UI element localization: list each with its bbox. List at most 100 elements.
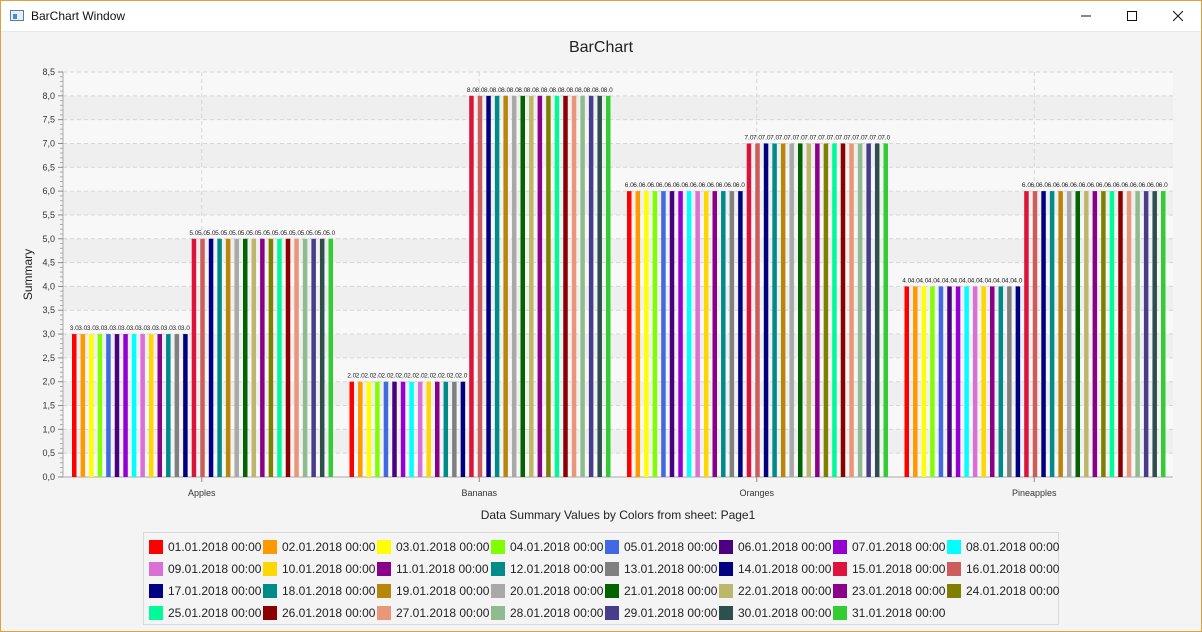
data-label: 6.0: [1048, 182, 1057, 189]
bar: [746, 143, 752, 477]
plot-band: [63, 167, 1173, 192]
bar: [349, 381, 354, 477]
legend-swatch: [149, 606, 163, 620]
y-tick-label: 4,5: [42, 258, 55, 268]
bar: [529, 95, 534, 477]
bar: [417, 381, 423, 477]
bar: [375, 381, 380, 477]
y-tick-label: 0,0: [42, 472, 55, 482]
title-bar[interactable]: BarChart Window: [1, 1, 1201, 32]
bar: [857, 143, 863, 477]
data-label: 3.0: [164, 325, 173, 332]
data-label: 2.0: [416, 373, 425, 380]
data-label: 7.0: [813, 134, 822, 141]
bar: [1032, 191, 1038, 477]
bar: [328, 238, 333, 477]
y-tick-label: 3,5: [42, 305, 55, 315]
data-label: 6.0: [727, 182, 736, 189]
bar: [815, 143, 820, 477]
minimize-button[interactable]: [1063, 1, 1109, 31]
data-label: 6.0: [1065, 182, 1074, 189]
legend-item: 31.01.2018 00:00: [833, 603, 945, 623]
bar: [537, 95, 543, 477]
legend-label: 21.01.2018 00:00: [624, 584, 718, 598]
bar: [225, 238, 231, 477]
bar: [520, 95, 525, 477]
bar: [772, 143, 777, 477]
legend-swatch: [719, 540, 733, 554]
legend-label: 25.01.2018 00:00: [168, 606, 262, 620]
close-button[interactable]: [1155, 1, 1201, 31]
bar: [1066, 191, 1072, 477]
y-tick-label: 0,5: [42, 448, 55, 458]
data-label: 7.0: [856, 134, 865, 141]
bar: [319, 238, 325, 477]
data-label: 4.0: [979, 277, 988, 284]
bar: [998, 286, 1004, 477]
plot-band: [63, 429, 1173, 454]
legend-label: 30.01.2018 00:00: [738, 606, 832, 620]
legend-label: 13.01.2018 00:00: [624, 562, 718, 576]
bar: [721, 191, 726, 477]
data-label: 7.0: [796, 134, 805, 141]
legend-label: 23.01.2018 00:00: [852, 584, 946, 598]
data-label: 8.0: [467, 87, 476, 94]
x-axis-title: Data Summary Values by Colors from sheet…: [481, 508, 756, 522]
y-tick-label: 6,5: [42, 162, 55, 172]
bar: [806, 143, 812, 477]
bar: [588, 95, 594, 477]
data-label: 5.0: [326, 230, 335, 237]
plot-band: [63, 95, 1173, 120]
data-label: 7.0: [804, 134, 813, 141]
bar: [1015, 286, 1021, 477]
data-label: 6.0: [710, 182, 719, 189]
legend-label: 27.01.2018 00:00: [396, 606, 490, 620]
data-label: 8.0: [510, 87, 519, 94]
data-label: 8.0: [552, 87, 561, 94]
data-label: 2.0: [433, 373, 442, 380]
data-label: 6.0: [1082, 182, 1091, 189]
bar: [200, 238, 205, 477]
bar: [1084, 191, 1089, 477]
data-label: 5.0: [292, 230, 301, 237]
legend-label: 18.01.2018 00:00: [282, 584, 376, 598]
legend-item: 20.01.2018 00:00: [491, 581, 603, 601]
legend-item: 11.01.2018 00:00: [377, 559, 489, 579]
bar: [1143, 191, 1149, 477]
bar: [409, 381, 414, 477]
chart-legend: 01.01.2018 00:00 02.01.2018 00:00 03.01.20…: [143, 532, 1059, 625]
maximize-button[interactable]: [1109, 1, 1155, 31]
bar: [947, 286, 952, 477]
data-label: 6.0: [1150, 182, 1159, 189]
data-label: 6.0: [676, 182, 685, 189]
data-label: 2.0: [356, 373, 365, 380]
data-label: 3.0: [130, 325, 139, 332]
legend-swatch: [605, 606, 619, 620]
data-label: 8.0: [595, 87, 604, 94]
data-label: 5.0: [301, 230, 310, 237]
maximize-icon: [1127, 11, 1137, 21]
window-title: BarChart Window: [31, 9, 126, 23]
legend-item: 06.01.2018 00:00: [719, 537, 831, 557]
data-label: 8.0: [535, 87, 544, 94]
bar: [563, 95, 568, 477]
bar: [251, 238, 257, 477]
bar: [477, 95, 483, 477]
legend-label: 12.01.2018 00:00: [510, 562, 604, 576]
bar: [669, 191, 675, 477]
legend-label: 06.01.2018 00:00: [738, 540, 832, 554]
data-label: 3.0: [87, 325, 96, 332]
bar: [503, 95, 508, 477]
legend-label: 09.01.2018 00:00: [168, 562, 262, 576]
data-label: 6.0: [1159, 182, 1168, 189]
plot-band: [63, 310, 1173, 335]
legend-label: 17.01.2018 00:00: [168, 584, 262, 598]
bar: [494, 95, 500, 477]
legend-item: 22.01.2018 00:00: [719, 581, 831, 601]
plot-band: [63, 286, 1173, 311]
data-label: 6.0: [642, 182, 651, 189]
data-label: 5.0: [241, 230, 250, 237]
data-label: 2.0: [407, 373, 416, 380]
legend-item: 29.01.2018 00:00: [605, 603, 717, 623]
